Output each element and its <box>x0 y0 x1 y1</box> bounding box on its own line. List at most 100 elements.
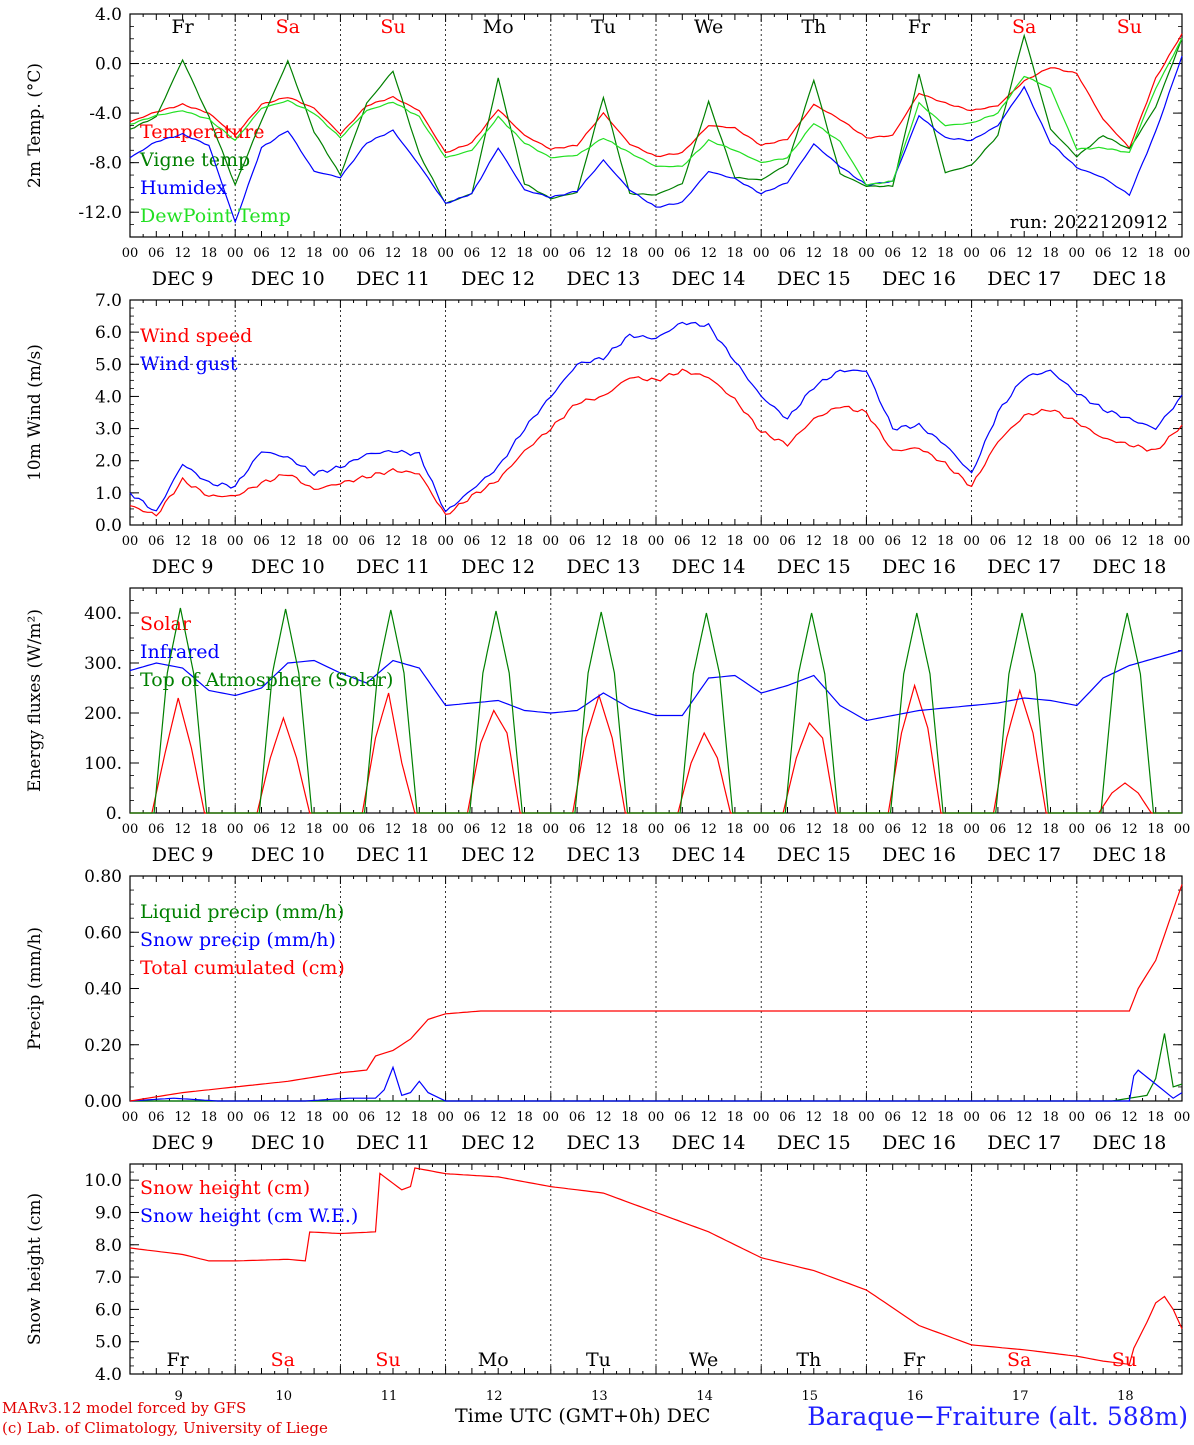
date-label: DEC 18 <box>1092 268 1166 290</box>
date-label: DEC 14 <box>672 556 746 578</box>
series-line <box>129 33 1183 205</box>
series-line <box>129 55 1183 224</box>
y-tick-label: 2.0 <box>95 452 122 472</box>
hour-tick-label: 06 <box>884 822 901 837</box>
hour-tick-label: 18 <box>201 534 218 549</box>
hour-tick-label: 12 <box>1016 822 1033 837</box>
hour-tick-label: 00 <box>437 534 454 549</box>
hour-tick-label: 00 <box>963 1110 980 1125</box>
hour-tick-label: 18 <box>621 534 638 549</box>
hour-tick-label: 18 <box>1147 246 1164 261</box>
day-number-label: 11 <box>381 1389 398 1404</box>
hour-tick-label: 12 <box>280 534 297 549</box>
hour-tick-label: 00 <box>858 1110 875 1125</box>
hour-tick-label: 00 <box>543 246 560 261</box>
y-tick-label: 0.0 <box>95 55 122 75</box>
station-name: Baraque−Fraiture (alt. 588m) <box>807 1402 1188 1431</box>
hour-tick-label: 18 <box>727 246 744 261</box>
hour-tick-label: 12 <box>700 1110 717 1125</box>
weekday-label: Sa <box>1012 16 1036 38</box>
hour-tick-label: 00 <box>543 534 560 549</box>
weekday-label: We <box>689 1349 718 1371</box>
hour-tick-label: 12 <box>174 1110 191 1125</box>
weekday-label: Su <box>375 1349 400 1371</box>
date-label: DEC 18 <box>1092 844 1166 866</box>
hour-tick-label: 00 <box>648 246 665 261</box>
hour-tick-label: 00 <box>122 1110 139 1125</box>
date-label: DEC 15 <box>777 268 851 290</box>
hour-tick-label: 06 <box>884 1110 901 1125</box>
hour-tick-label: 12 <box>385 246 402 261</box>
date-label: DEC 14 <box>672 268 746 290</box>
hour-tick-label: 06 <box>990 534 1007 549</box>
hour-tick-label: 00 <box>437 822 454 837</box>
hour-tick-label: 12 <box>911 246 928 261</box>
y-tick-label: 4.0 <box>95 1365 122 1385</box>
date-label: DEC 18 <box>1092 556 1166 578</box>
hour-tick-label: 00 <box>437 246 454 261</box>
hour-tick-label: 00 <box>1174 246 1191 261</box>
date-label: DEC 9 <box>152 268 214 290</box>
hour-tick-label: 06 <box>464 246 481 261</box>
run-label: run: 2022120912 <box>1010 212 1168 233</box>
hour-tick-label: 18 <box>1042 534 1059 549</box>
hour-tick-label: 12 <box>911 1110 928 1125</box>
hour-tick-label: 00 <box>227 534 244 549</box>
hour-tick-label: 18 <box>411 822 428 837</box>
legend-entry: Humidex <box>140 177 227 199</box>
hour-tick-label: 06 <box>884 534 901 549</box>
hour-tick-label: 18 <box>1042 822 1059 837</box>
y-tick-label: 8.0 <box>95 1236 122 1256</box>
hour-tick-label: 06 <box>464 1110 481 1125</box>
hour-tick-label: 18 <box>1147 822 1164 837</box>
hour-tick-label: 18 <box>937 1110 954 1125</box>
hour-tick-label: 12 <box>490 1110 507 1125</box>
date-label: DEC 14 <box>672 1132 746 1154</box>
hour-tick-label: 18 <box>1042 246 1059 261</box>
hour-tick-label: 00 <box>753 246 770 261</box>
legend-entry: Snow height (cm) <box>140 1177 310 1199</box>
hour-tick-label: 00 <box>332 822 349 837</box>
hour-tick-label: 18 <box>832 1110 849 1125</box>
day-number-label: 15 <box>802 1389 819 1404</box>
weekday-label: Tu <box>586 1349 611 1371</box>
hour-tick-label: 06 <box>990 246 1007 261</box>
hour-tick-label: 12 <box>1121 1110 1138 1125</box>
hour-tick-label: 12 <box>806 534 823 549</box>
hour-tick-label: 00 <box>1174 1110 1191 1125</box>
hour-tick-label: 18 <box>937 534 954 549</box>
hour-tick-label: 06 <box>1095 534 1112 549</box>
hour-tick-label: 06 <box>358 822 375 837</box>
y-tick-label: 4.0 <box>95 5 122 25</box>
date-label: DEC 13 <box>566 1132 640 1154</box>
hour-tick-label: 06 <box>569 246 586 261</box>
hour-tick-label: 12 <box>280 246 297 261</box>
date-label: DEC 12 <box>461 844 535 866</box>
y-tick-label: 400. <box>84 604 122 624</box>
weekday-label: Mo <box>478 1349 509 1371</box>
hour-tick-label: 00 <box>437 1110 454 1125</box>
y-tick-label: 5.0 <box>95 355 122 375</box>
day-number-label: 17 <box>1012 1389 1029 1404</box>
day-number-label: 9 <box>174 1389 182 1404</box>
weekday-label: Th <box>796 1349 821 1371</box>
hour-tick-label: 12 <box>806 822 823 837</box>
y-tick-label: 6.0 <box>95 1300 122 1320</box>
weekday-label: Su <box>1112 1349 1137 1371</box>
day-number-label: 10 <box>276 1389 293 1404</box>
hour-tick-label: 06 <box>464 822 481 837</box>
y-tick-label: 5.0 <box>95 1333 122 1353</box>
day-number-label: 13 <box>591 1389 608 1404</box>
hour-tick-label: 06 <box>674 822 691 837</box>
hour-tick-label: 18 <box>411 1110 428 1125</box>
hour-tick-label: 18 <box>621 822 638 837</box>
date-label: DEC 12 <box>461 1132 535 1154</box>
hour-tick-label: 06 <box>779 822 796 837</box>
date-label: DEC 13 <box>566 268 640 290</box>
date-label: DEC 11 <box>356 268 430 290</box>
hour-tick-label: 12 <box>280 822 297 837</box>
hour-tick-label: 00 <box>543 1110 560 1125</box>
hour-tick-label: 18 <box>411 534 428 549</box>
hour-tick-label: 00 <box>858 246 875 261</box>
date-label: DEC 17 <box>987 556 1061 578</box>
